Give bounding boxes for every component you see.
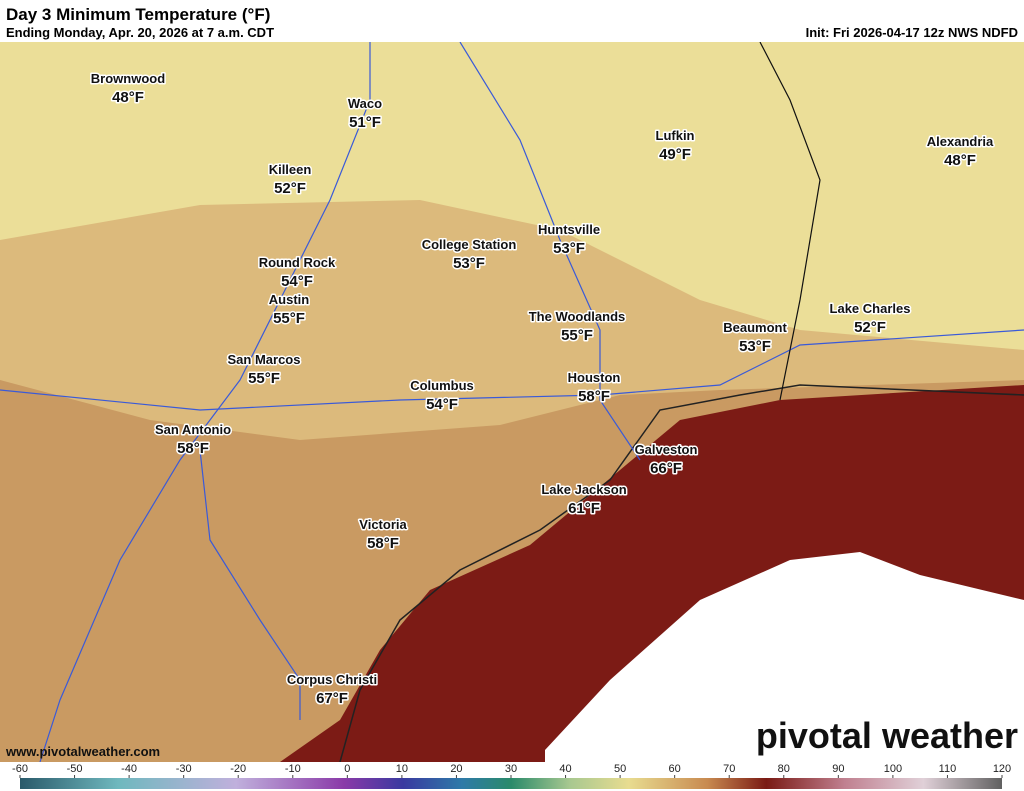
- colorbar-label: 120: [993, 763, 1011, 775]
- city-name: Columbus: [410, 378, 474, 393]
- highway: [459, 42, 641, 461]
- logo: pivotal weather: [756, 715, 1018, 756]
- colorbar-label: 110: [939, 763, 957, 775]
- colorbar-label: 50: [614, 763, 626, 775]
- title: Day 3 Minimum Temperature (°F): [6, 5, 270, 24]
- subtitle: Ending Monday, Apr. 20, 2026 at 7 a.m. C…: [6, 25, 274, 40]
- city-temp: 58°F: [578, 388, 610, 405]
- colorbar-label: 100: [884, 763, 902, 775]
- city-name: Round Rock: [259, 255, 336, 270]
- city-name: Houston: [568, 370, 621, 385]
- city-temp: 49°F: [659, 146, 691, 163]
- colorbar-label: 70: [723, 763, 735, 775]
- city-temp: 48°F: [112, 89, 144, 106]
- colorbar-label: 90: [832, 763, 844, 775]
- city-temp: 55°F: [561, 327, 593, 344]
- city-name: Brownwood: [91, 71, 165, 86]
- colorbar-label: -40: [121, 763, 137, 775]
- city-name: Austin: [269, 292, 310, 307]
- city-temp: 58°F: [177, 440, 209, 457]
- colorbar-label: -50: [67, 763, 83, 775]
- city-name: Lake Charles: [830, 301, 911, 316]
- city-name: Beaumont: [723, 320, 787, 335]
- city-name: Waco: [348, 96, 382, 111]
- city-name: Lake Jackson: [541, 482, 626, 497]
- city-temp: 53°F: [553, 240, 585, 257]
- coastline: [339, 384, 1024, 762]
- city-temp: 52°F: [854, 319, 886, 336]
- city-temp: 52°F: [274, 180, 306, 197]
- colorbar-label: 0: [344, 763, 350, 775]
- city-name: Galveston: [635, 442, 698, 457]
- init-time: Init: Fri 2026-04-17 12z NWS NDFD: [806, 25, 1018, 40]
- no-data: [545, 552, 1024, 762]
- city-temp: 54°F: [281, 273, 313, 290]
- city-temp: 66°F: [650, 460, 682, 477]
- colorbar-label: -30: [176, 763, 192, 775]
- city-labels: Brownwood 48°F Waco 51°F Killeen 52°F Lufkin 49…: [89, 70, 995, 709]
- city-name: San Antonio: [155, 422, 231, 437]
- city-name: The Woodlands: [529, 309, 626, 324]
- city-temp: 67°F: [316, 690, 348, 707]
- colorbar-label: -60: [12, 763, 28, 775]
- city-temp: 53°F: [739, 338, 771, 355]
- colorbar-label: -10: [285, 763, 301, 775]
- city-temp: 55°F: [248, 370, 280, 387]
- city-name: Corpus Christi: [287, 672, 377, 687]
- colorbar-label: -20: [230, 763, 246, 775]
- highway: [39, 42, 371, 762]
- city-name: Lufkin: [656, 128, 695, 143]
- colorbar: [20, 778, 1002, 789]
- city-name: Huntsville: [538, 222, 600, 237]
- city-temp: 53°F: [453, 255, 485, 272]
- colorbar-label: 60: [669, 763, 681, 775]
- city-name: San Marcos: [228, 352, 301, 367]
- city-temp: 48°F: [944, 152, 976, 169]
- colorbar-label: 20: [450, 763, 462, 775]
- colorbar-label: 80: [778, 763, 790, 775]
- city-temp: 58°F: [367, 535, 399, 552]
- city-temp: 54°F: [426, 396, 458, 413]
- city-name: Victoria: [359, 517, 407, 532]
- city-name: College Station: [422, 237, 517, 252]
- state-border: [759, 42, 821, 401]
- city-name: Killeen: [269, 162, 312, 177]
- colorbar-label: 40: [559, 763, 571, 775]
- colorbar-label: 10: [396, 763, 408, 775]
- website: www.pivotalweather.com: [5, 744, 160, 759]
- colorbar-ticks: -60 -50 -40 -30 -20 -10 0 10 20 30 40 50 60 70 80 90 100…: [12, 763, 1011, 778]
- city-temp: 55°F: [273, 310, 305, 327]
- city-temp: 61°F: [568, 500, 600, 517]
- map: [0, 42, 1024, 762]
- city-name: Alexandria: [927, 134, 994, 149]
- highway: [199, 449, 301, 720]
- city-temp: 51°F: [349, 114, 381, 131]
- colorbar-label: 30: [505, 763, 517, 775]
